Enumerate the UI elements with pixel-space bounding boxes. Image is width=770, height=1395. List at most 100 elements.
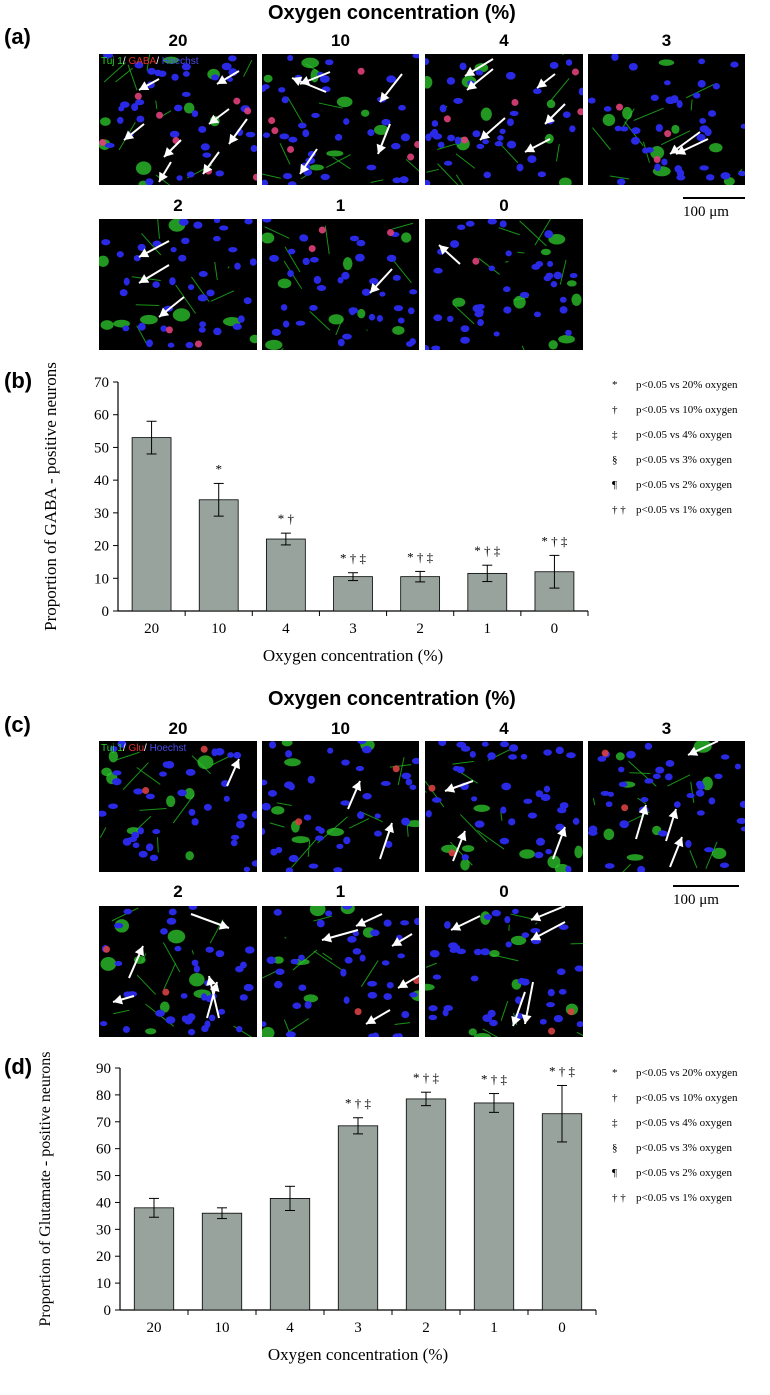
x-tick-label-10: 10 <box>215 1320 230 1336</box>
y-tick-label: 90 <box>96 1061 111 1077</box>
micrograph-4 <box>425 741 583 872</box>
column-label-3: 3 <box>661 31 672 50</box>
column-label-10: 10 <box>331 31 350 50</box>
legend-symbol: † <box>612 404 618 416</box>
y-tick-label: 20 <box>94 539 109 555</box>
panel-b-letter: (b) <box>4 368 33 393</box>
legend-symbol: † <box>612 1092 618 1104</box>
column-label-1: 1 <box>335 882 346 901</box>
column-label-4: 4 <box>499 31 509 50</box>
legend-text: p<0.05 vs 3% oxygen <box>636 454 733 466</box>
legend-symbol: ¶ <box>612 1167 617 1179</box>
gaba-bar-chart: 0 10 20 30 40 50 60 70 20 10 * 4 * † 3 * † ‡ 2 * † ‡ 1 * †… <box>41 362 738 665</box>
legend-text: p<0.05 vs 10% oxygen <box>636 1092 738 1104</box>
micrograph-3 <box>588 54 745 185</box>
y-tick-label: 50 <box>96 1169 111 1185</box>
y-tick-label: 60 <box>96 1142 111 1158</box>
bar-10 <box>198 499 239 612</box>
column-label-0: 0 <box>499 882 509 901</box>
y-tick-label: 50 <box>94 440 109 456</box>
legend-text: p<0.05 vs 20% oxygen <box>636 1067 738 1079</box>
legend-entry: † † p<0.05 vs 1% oxygen <box>612 1192 733 1204</box>
legend-symbol: † † <box>612 1192 626 1204</box>
y-tick-label: 10 <box>94 571 109 587</box>
legend-symbol: † † <box>612 504 626 516</box>
significance-mark-2: * † ‡ <box>413 1070 440 1085</box>
x-tick-label-3: 3 <box>349 621 357 637</box>
y-tick-label: 40 <box>94 473 109 489</box>
micrograph-20 <box>99 741 257 872</box>
error-bar-2 <box>415 570 426 583</box>
bar-0 <box>541 1113 583 1311</box>
legend-entry: † p<0.05 vs 10% oxygen <box>612 1092 738 1104</box>
error-bar-10 <box>213 482 224 517</box>
bar-20 <box>133 1207 175 1311</box>
stain-legend: Tuj 1/ GABA/ Hoechst <box>101 56 199 67</box>
error-bar-10 <box>217 1207 227 1220</box>
legend-entry: ‡ p<0.05 vs 4% oxygen <box>612 1117 733 1129</box>
y-tick-label: 30 <box>96 1222 111 1238</box>
error-bar-20 <box>146 420 157 455</box>
bar-4 <box>265 538 306 612</box>
x-tick-label-1: 1 <box>484 621 492 637</box>
column-label-20: 20 <box>168 719 188 738</box>
error-bar-0 <box>549 554 560 589</box>
legend-entry: † † p<0.05 vs 1% oxygen <box>612 504 733 516</box>
significance-mark-0: * † ‡ <box>541 533 568 548</box>
micrograph-3 <box>588 741 745 872</box>
x-tick-label-3: 3 <box>354 1320 362 1336</box>
micrograph-4 <box>425 54 583 185</box>
legend-symbol: ‡ <box>612 1117 618 1129</box>
micrograph-2 <box>99 906 257 1037</box>
x-tick-label-0: 0 <box>558 1320 566 1336</box>
panel-d-letter: (d) <box>4 1054 33 1079</box>
micrograph-1 <box>262 906 419 1037</box>
significance-mark-10: * <box>215 461 222 476</box>
legend-text: p<0.05 vs 3% oxygen <box>636 1142 733 1154</box>
y-tick-label: 70 <box>94 375 109 391</box>
micrograph-0 <box>425 906 583 1037</box>
panel-a-letter: (a) <box>4 24 31 49</box>
stain-red-label: GABA <box>128 56 157 67</box>
legend-symbol: * <box>612 379 618 391</box>
column-label-0: 0 <box>499 196 509 215</box>
bar-20 <box>131 437 172 612</box>
stain-green-label: Tuj 1 <box>101 56 123 67</box>
legend-entry: ‡ p<0.05 vs 4% oxygen <box>612 429 733 441</box>
legend-text: p<0.05 vs 2% oxygen <box>636 1167 733 1179</box>
stain-blue-label: Hoechst <box>149 743 187 754</box>
legend-symbol: § <box>612 1142 618 1154</box>
column-label-2: 2 <box>173 882 183 901</box>
bar-10 <box>201 1212 243 1311</box>
significance-mark-1: * † ‡ <box>481 1072 508 1087</box>
x-axis-label: Oxygen concentration (%) <box>263 646 443 665</box>
x-tick-label-2: 2 <box>422 1320 430 1336</box>
bar-2 <box>405 1098 447 1311</box>
significance-mark-2: * † ‡ <box>407 549 434 564</box>
x-tick-label-4: 4 <box>282 621 290 637</box>
x-tick-label-10: 10 <box>211 621 226 637</box>
micrograph-10 <box>262 54 419 185</box>
x-tick-label-20: 20 <box>144 621 159 637</box>
x-tick-label-4: 4 <box>286 1320 294 1336</box>
stain-red-label: Glu <box>128 743 144 754</box>
error-bar-3 <box>353 1117 363 1135</box>
legend-text: p<0.05 vs 2% oxygen <box>636 479 733 491</box>
x-tick-label-2: 2 <box>416 621 424 637</box>
x-tick-label-20: 20 <box>147 1320 162 1336</box>
legend-symbol: § <box>612 454 618 466</box>
stain-blue-label: Hoechst <box>161 56 199 67</box>
column-label-3: 3 <box>661 719 672 738</box>
legend-text: p<0.05 vs 4% oxygen <box>636 1117 733 1129</box>
bar-3 <box>333 576 373 612</box>
y-tick-label: 70 <box>96 1115 111 1131</box>
error-bar-4 <box>280 532 291 546</box>
y-axis-label: Proportion of Glutamate - positive neuro… <box>37 1051 54 1326</box>
legend-text: p<0.05 vs 4% oxygen <box>636 429 733 441</box>
micrograph-10 <box>262 741 419 872</box>
y-tick-label: 0 <box>102 604 110 620</box>
x-axis-label: Oxygen concentration (%) <box>268 1345 448 1364</box>
error-bar-0 <box>557 1084 567 1143</box>
y-axis-label: Proportion of GABA - positive neurons <box>41 362 60 631</box>
panel-c-letter: (c) <box>4 712 31 737</box>
